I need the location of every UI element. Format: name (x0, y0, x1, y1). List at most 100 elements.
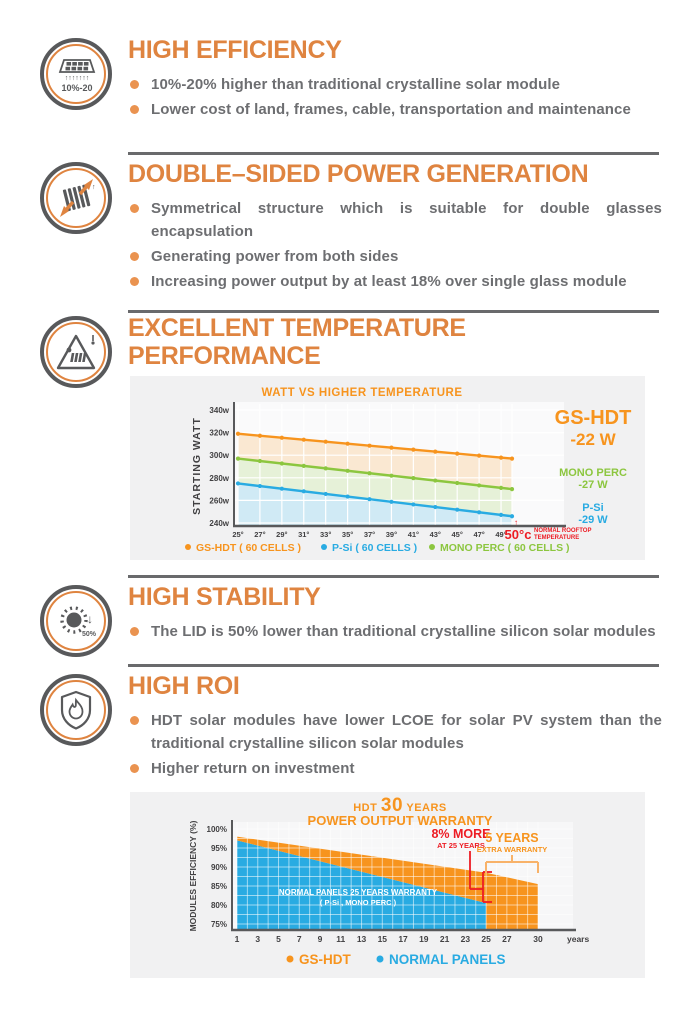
svg-text:33°: 33° (320, 530, 331, 539)
section-title: HIGH EFFICIENCY (128, 36, 342, 64)
svg-text:NORMAL PANELS 25 YEARS WARRANT: NORMAL PANELS 25 YEARS WARRANTY (279, 888, 438, 897)
list-item: 10%-20% higher than traditional crystall… (128, 73, 662, 96)
svg-text:GS-HDT: GS-HDT (299, 952, 351, 967)
bullet-text: 10%-20% higher than traditional crystall… (151, 76, 561, 93)
svg-text:STARTING WATT: STARTING WATT (191, 417, 203, 515)
bullet-dot (130, 80, 139, 89)
svg-text:300w: 300w (209, 451, 229, 460)
power-output-warranty-chart: HDT 30 YEARS POWER OUTPUT WARRANTY 100% 95%… (130, 792, 645, 978)
svg-text:↓: ↓ (87, 612, 93, 626)
svg-text:P-Si ( 60 CELLS ): P-Si ( 60 CELLS ) (332, 542, 417, 554)
section-divider (128, 152, 659, 155)
temperature-warning-icon (40, 316, 112, 388)
section-title: HIGH STABILITY (128, 583, 321, 611)
svg-text:35°: 35° (342, 530, 353, 539)
svg-text:↑: ↑ (92, 184, 96, 191)
bullet-text: Lower cost of land, frames, cable, trans… (151, 101, 631, 118)
icon-badge: 50% (82, 631, 97, 638)
section-divider (128, 310, 659, 313)
svg-text:-22 W: -22 W (570, 430, 616, 449)
svg-text:↑↑↑↑↑↑↑: ↑↑↑↑↑↑↑ (65, 75, 90, 82)
bullet-dot (130, 277, 139, 286)
svg-text:37°: 37° (364, 530, 375, 539)
svg-text:-27 W: -27 W (578, 479, 608, 491)
svg-text:39°: 39° (386, 530, 397, 539)
shield-flame-icon (40, 674, 112, 746)
svg-text:75%: 75% (211, 920, 227, 929)
bullet-text: Symmetrical structure which is suitable … (151, 200, 662, 240)
svg-text:340w: 340w (209, 406, 229, 415)
svg-text:5 YEARS: 5 YEARS (485, 831, 538, 845)
list-item: Generating power from both sides (128, 245, 662, 268)
sun-lid-icon: ↓ 50% (40, 585, 112, 657)
bullet-dot (130, 105, 139, 114)
list-item: Symmetrical structure which is suitable … (128, 197, 662, 243)
svg-text:9: 9 (318, 934, 323, 944)
list-item: Lower cost of land, frames, cable, trans… (128, 98, 662, 121)
svg-text:47°: 47° (473, 530, 484, 539)
svg-text:50°c: 50°c (505, 527, 532, 542)
svg-text:15: 15 (378, 934, 388, 944)
svg-text:320w: 320w (209, 429, 229, 438)
svg-text:85%: 85% (211, 882, 227, 891)
svg-text:95%: 95% (211, 844, 227, 853)
svg-text:HDT 30 YEARS: HDT 30 YEARS (353, 795, 447, 816)
bullet-dot (130, 204, 139, 213)
svg-text:17: 17 (398, 934, 408, 944)
svg-text:43°: 43° (430, 530, 441, 539)
svg-text:21: 21 (440, 934, 450, 944)
svg-text:41°: 41° (408, 530, 419, 539)
svg-text:TEMPERATURE: TEMPERATURE (534, 535, 579, 541)
svg-text:7: 7 (297, 934, 302, 944)
svg-text:49°: 49° (495, 530, 506, 539)
list-item: Increasing power output by at least 18% … (128, 270, 662, 293)
svg-text:90%: 90% (211, 863, 227, 872)
list-item: HDT solar modules have lower LCOE for so… (128, 709, 662, 755)
svg-text:↑: ↑ (514, 518, 518, 527)
bullet-text: Generating power from both sides (151, 248, 399, 265)
svg-text:P-Si: P-Si (582, 502, 603, 514)
icon-badge: 10%-20 (61, 83, 92, 93)
section-title: HIGH ROI (128, 672, 240, 700)
svg-text:( P-Si , MONO PERC ): ( P-Si , MONO PERC ) (320, 898, 397, 907)
svg-text:MONO PERC ( 60 CELLS ): MONO PERC ( 60 CELLS ) (440, 542, 570, 554)
svg-text:240w: 240w (209, 519, 229, 528)
svg-text:GS-HDT: GS-HDT (555, 407, 632, 429)
svg-text:MODULES EFFICIENCY (%): MODULES EFFICIENCY (%) (188, 820, 198, 931)
bullet-dot (130, 252, 139, 261)
double-sided-panel-icon: ↑ (40, 162, 112, 234)
svg-text:EXTRA WARRANTY: EXTRA WARRANTY (477, 845, 548, 854)
svg-text:5: 5 (276, 934, 281, 944)
bullet-dot (130, 627, 139, 636)
section-title: EXCELLENT TEMPERATURE PERFORMANCE (128, 314, 466, 370)
svg-text:19: 19 (419, 934, 429, 944)
svg-text:29°: 29° (276, 530, 287, 539)
section-title: DOUBLE–SIDED POWER GENERATION (128, 160, 589, 188)
svg-text:years: years (567, 934, 589, 944)
svg-text:NORMAL ROOFTOP: NORMAL ROOFTOP (534, 528, 591, 534)
svg-text:80%: 80% (211, 901, 227, 910)
svg-text:GS-HDT ( 60 CELLS ): GS-HDT ( 60 CELLS ) (196, 542, 301, 554)
svg-text:25°: 25° (232, 530, 243, 539)
svg-text:260w: 260w (209, 496, 229, 505)
svg-text:31°: 31° (298, 530, 309, 539)
bullet-dot (130, 764, 139, 773)
list-item: Higher return on investment (128, 757, 662, 780)
svg-text:27: 27 (502, 934, 512, 944)
section-divider (128, 575, 659, 578)
svg-text:25: 25 (481, 934, 491, 944)
bullet-text: Higher return on investment (151, 760, 355, 777)
svg-text:13: 13 (357, 934, 367, 944)
svg-text:-29 W: -29 W (578, 514, 608, 526)
bullet-text: Increasing power output by at least 18% … (151, 273, 627, 290)
list-item: The LID is 50% lower than traditional cr… (128, 620, 662, 643)
svg-text:11: 11 (336, 934, 345, 944)
svg-text:27°: 27° (254, 530, 265, 539)
svg-text:WATT VS HIGHER TEMPERATURE: WATT VS HIGHER TEMPERATURE (261, 387, 462, 399)
bullet-text: The LID is 50% lower than traditional cr… (151, 623, 656, 640)
svg-text:MONO PERC: MONO PERC (559, 467, 627, 479)
svg-text:8% MORE: 8% MORE (431, 827, 490, 841)
svg-text:NORMAL PANELS: NORMAL PANELS (389, 952, 506, 967)
section-divider (128, 664, 659, 667)
